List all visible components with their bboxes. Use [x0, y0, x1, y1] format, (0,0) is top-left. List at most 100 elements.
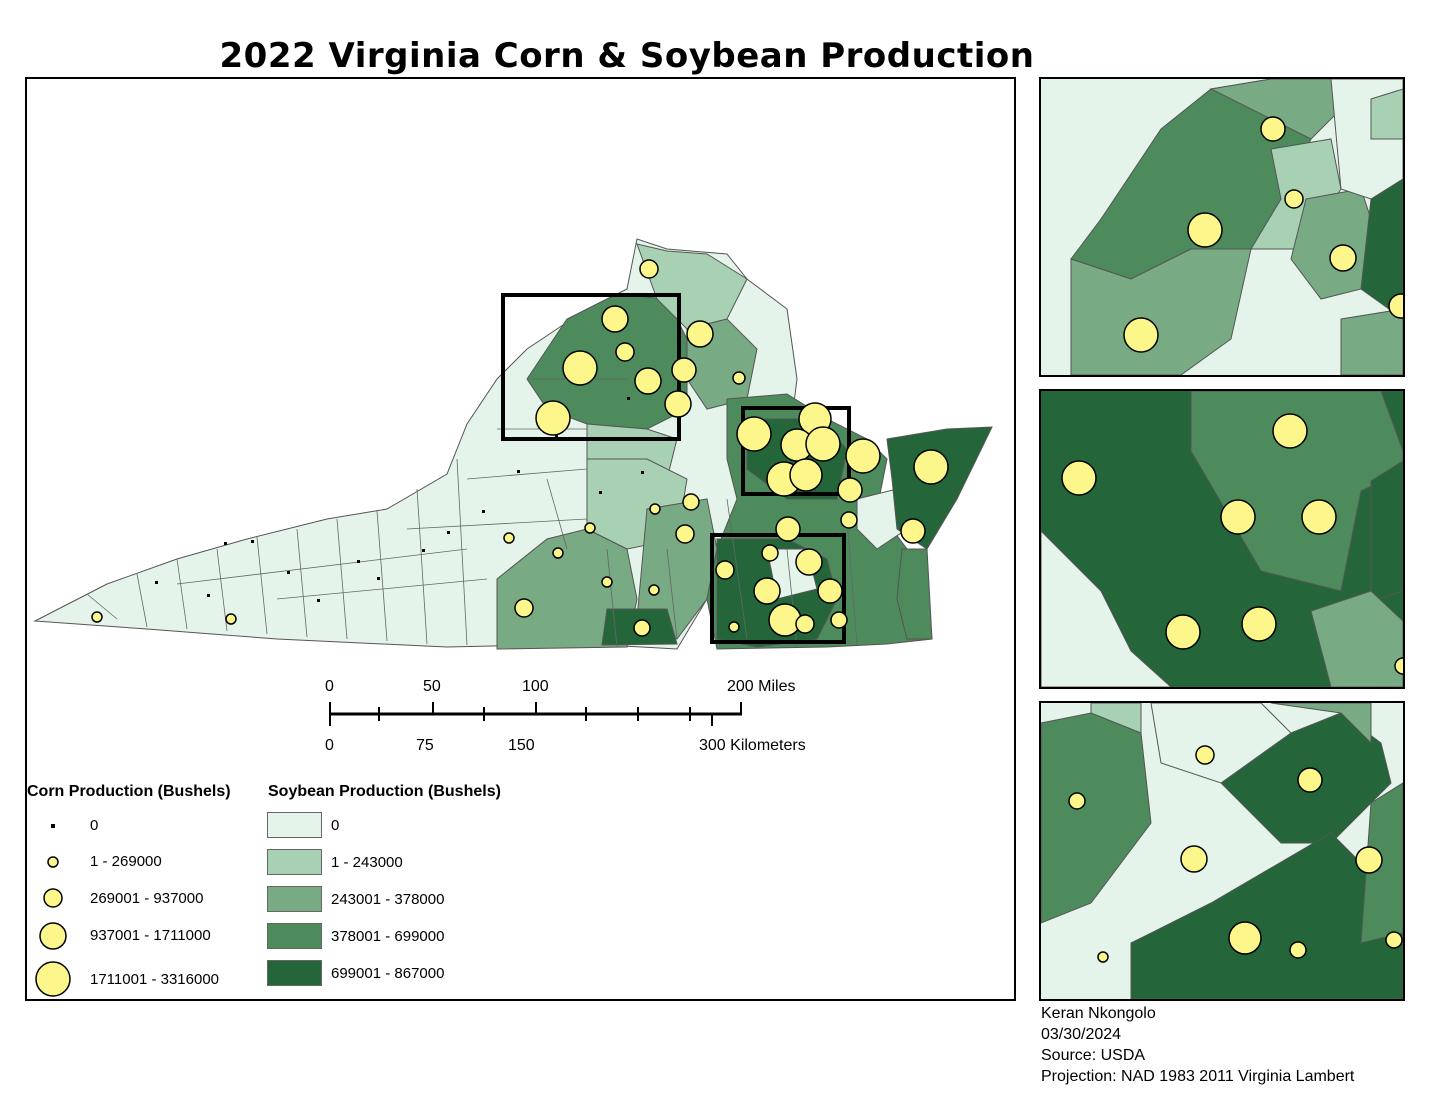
corn-symbol — [1388, 293, 1403, 319]
map-credits: Keran Nkongolo 03/30/2024 Source: USDA P… — [1041, 1003, 1354, 1087]
corn-symbol — [1195, 745, 1215, 765]
corn-symbol — [1061, 460, 1097, 496]
corn-symbol — [225, 613, 237, 625]
corn-symbol — [728, 621, 740, 633]
soy-swatch-4 — [267, 960, 322, 986]
corn-symbol — [761, 544, 779, 562]
soy-class-0-label: 0 — [331, 816, 340, 834]
corn-symbol — [795, 548, 823, 576]
corn-symbol — [1068, 792, 1086, 810]
corn-symbol — [1228, 921, 1262, 955]
corn-symbol — [649, 503, 661, 515]
corn-symbol — [1097, 951, 1109, 963]
inset-3-map — [1041, 703, 1403, 999]
soy-class-0: 0 — [267, 812, 339, 838]
scale-bar: 0 50 100 200 Miles 0 75 150 300 Kilomete… — [325, 678, 806, 754]
corn-symbol — [1355, 846, 1383, 874]
author: Keran Nkongolo — [1041, 1005, 1156, 1022]
corn-legend-symbols — [35, 824, 71, 997]
scale-km-300: 300 Kilometers — [699, 737, 806, 754]
corn-symbol — [686, 320, 714, 348]
soy-class-4: 699001 - 867000 — [267, 960, 444, 986]
inset-map-1[interactable] — [1039, 77, 1405, 377]
scale-mile-200: 200 Miles — [727, 678, 795, 695]
soy-class-1: 1 - 243000 — [267, 849, 403, 875]
soy-class-4-label: 699001 - 867000 — [331, 964, 445, 982]
corn-symbol — [535, 400, 571, 436]
corn-symbol — [753, 577, 781, 605]
corn-symbol — [671, 357, 697, 383]
virginia-map — [33, 238, 993, 650]
corn-class-2: 269001 - 937000 — [90, 890, 204, 907]
corn-symbol — [1329, 244, 1357, 272]
date: 03/30/2024 — [1041, 1026, 1122, 1043]
corn-symbol — [514, 598, 534, 618]
soy-class-1-label: 1 - 243000 — [331, 853, 403, 871]
corn-symbol — [830, 611, 848, 629]
corn-symbol — [562, 350, 598, 386]
corn-symbol — [648, 584, 660, 596]
corn-class-3: 937001 - 1711000 — [90, 927, 211, 944]
corn-symbol — [1284, 189, 1304, 209]
corn-symbol — [775, 516, 801, 542]
soy-class-3-label: 378001 - 699000 — [331, 927, 445, 945]
map-title: 2022 Virginia Corn & Soybean Production — [219, 36, 1035, 76]
corn-symbol — [789, 458, 823, 492]
corn-symbol — [1394, 657, 1403, 675]
corn-symbol — [1260, 116, 1286, 142]
source: Source: USDA — [1041, 1047, 1146, 1064]
scale-mile-0: 0 — [325, 678, 334, 695]
corn-symbol — [900, 518, 926, 544]
corn-symbol — [552, 547, 564, 559]
corn-symbol — [91, 611, 103, 623]
corn-symbol — [601, 576, 613, 588]
corn-symbol — [1297, 767, 1323, 793]
corn-symbol — [840, 511, 858, 529]
soy-swatch-0 — [267, 812, 322, 838]
corn-symbol — [1289, 941, 1307, 959]
projection: Projection: NAD 1983 2011 Virginia Lambe… — [1041, 1068, 1355, 1085]
corn-class-4: 1711001 - 3316000 — [90, 971, 220, 988]
soy-class-3: 378001 - 699000 — [267, 923, 444, 949]
soy-class-2-label: 243001 - 378000 — [331, 890, 445, 908]
corn-symbol — [1165, 614, 1201, 650]
corn-symbol — [913, 449, 949, 485]
state-shape — [33, 238, 993, 650]
corn-symbol — [503, 532, 515, 544]
corn-symbol — [736, 416, 772, 452]
corn-symbol — [1385, 931, 1403, 949]
corn-symbol — [1187, 212, 1223, 248]
soybean-legend-heading: Soybean Production (Bushels) — [268, 783, 501, 800]
inset-map-2[interactable] — [1039, 389, 1405, 689]
corn-symbol — [675, 524, 695, 544]
soy-swatch-3 — [267, 923, 322, 949]
scale-mile-50: 50 — [423, 678, 441, 695]
corn-symbol — [817, 578, 843, 604]
corn-symbol — [845, 438, 881, 474]
soy-swatch-2 — [267, 886, 322, 912]
corn-symbol — [1180, 845, 1208, 873]
corn-symbol — [805, 426, 841, 462]
scale-mile-100: 100 — [522, 678, 549, 695]
corn-symbol — [1272, 413, 1308, 449]
inset-1-map — [1041, 79, 1403, 375]
main-map-frame — [25, 77, 1016, 1001]
soy-class-2: 243001 - 378000 — [267, 886, 444, 912]
corn-symbol — [664, 390, 692, 418]
corn-symbol — [837, 477, 863, 503]
corn-symbol — [615, 342, 635, 362]
corn-class-0: 0 — [90, 817, 99, 834]
corn-symbol — [1301, 499, 1337, 535]
corn-symbol — [1123, 317, 1159, 353]
corn-symbol — [715, 560, 735, 580]
inset-2-map — [1041, 391, 1403, 687]
corn-symbol — [1220, 499, 1256, 535]
corn-symbol — [1241, 606, 1277, 642]
scale-km-150: 150 — [508, 737, 535, 754]
corn-symbol — [634, 367, 662, 395]
inset-map-3[interactable] — [1039, 701, 1405, 1001]
corn-symbol — [633, 619, 651, 637]
corn-legend-heading: Corn Production (Bushels) — [27, 783, 231, 800]
zero-corn-dots — [155, 397, 644, 602]
corn-symbol — [584, 522, 596, 534]
